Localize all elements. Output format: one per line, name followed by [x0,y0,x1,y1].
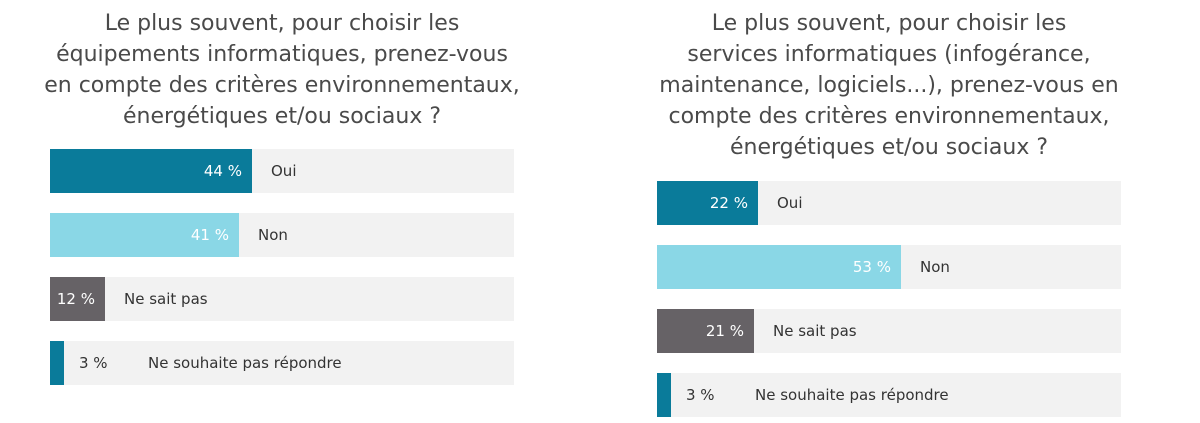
category-label: Non [920,258,950,276]
bar-row-oui: 22 % Oui [657,181,1121,225]
chart-title-line: équipements informatiques, prenez-vous [56,42,508,67]
chart-title: Le plus souvent, pour choisir les servic… [627,8,1151,163]
category-label: Non [258,226,288,244]
category-label: Ne sait pas [124,290,208,308]
chart-title-line: Le plus souvent, pour choisir les [104,11,460,36]
chart-title-line: services informatiques (infogérance, [687,42,1091,67]
category-label: Ne sait pas [773,322,857,340]
bar-value-label: 12 % [56,290,95,308]
bar-value-label: 21 % [705,322,744,340]
chart-title-line: compte des critères environnementaux, [668,104,1110,129]
bar-non [657,245,901,289]
bar-value-label: 3 % [79,354,108,372]
bar-row-ne-souhaite-pas-repondre: 3 % Ne souhaite pas répondre [657,373,1121,417]
bar-row-non: 53 % Non [657,245,1121,289]
bar-non [50,213,239,257]
bar-row-non: 41 % Non [50,213,514,257]
bar-ne-sait-pas [657,309,754,353]
bar-row-ne-souhaite-pas-repondre: 3 % Ne souhaite pas répondre [50,341,514,385]
chart-title-line: énergétiques et/ou sociaux ? [122,104,442,129]
bar-value-label: 53 % [852,258,891,276]
bar-value-label: 44 % [203,162,242,180]
category-label: Oui [271,162,297,180]
chart-title-line: en compte des critères environnementaux, [44,73,520,98]
chart-title-line: énergétiques et/ou sociaux ? [729,135,1049,160]
bar-value-label: 3 % [686,386,715,404]
category-label: Oui [777,194,803,212]
bar-ne-souhaite-pas-repondre [50,341,64,385]
bar-row-ne-sait-pas: 12 % Ne sait pas [50,277,514,321]
category-label: Ne souhaite pas répondre [755,386,949,404]
chart-title-line: Le plus souvent, pour choisir les [711,11,1067,36]
bar-row-ne-sait-pas: 21 % Ne sait pas [657,309,1121,353]
bar-oui [657,181,758,225]
chart-title-line: maintenance, logiciels...), prenez-vous … [659,73,1119,98]
bar-oui [50,149,252,193]
bar-value-label: 41 % [190,226,229,244]
chart-title: Le plus souvent, pour choisir les équipe… [20,8,544,132]
bar-value-label: 22 % [709,194,748,212]
bar-ne-sait-pas [50,277,105,321]
bar-row-oui: 44 % Oui [50,149,514,193]
bar-ne-souhaite-pas-repondre [657,373,671,417]
category-label: Ne souhaite pas répondre [148,354,342,372]
